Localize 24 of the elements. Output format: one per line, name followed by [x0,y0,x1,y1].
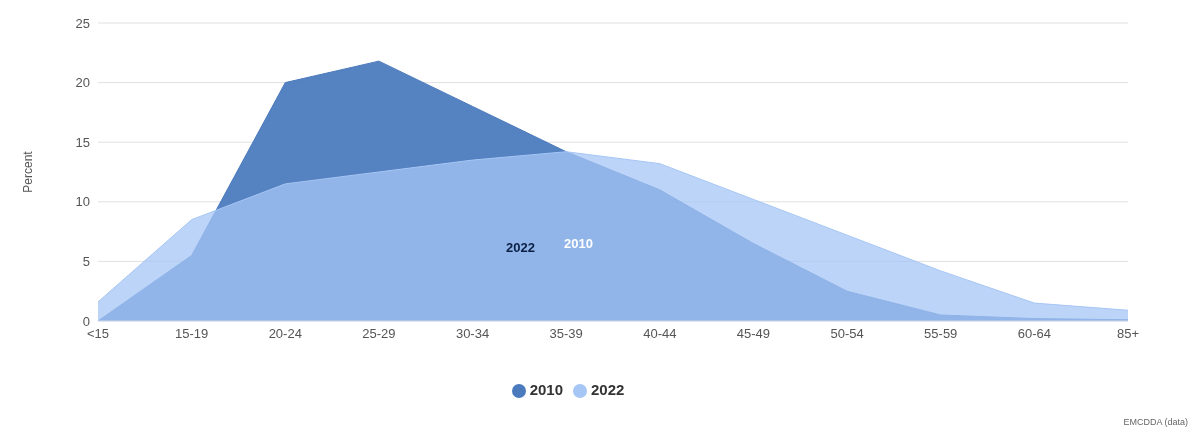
x-tick-label: 20-24 [268,326,302,342]
x-tick-label: 50-54 [830,326,864,342]
x-tick-label: <15 [86,326,110,342]
x-tick-label: 45-49 [736,326,771,342]
y-axis-title: Percent [21,150,36,193]
x-tick-label: 55-59 [924,326,958,342]
x-tick-label: 35-39 [549,326,583,342]
x-tick-label: 85+ [1116,326,1140,342]
text: EMCDDA (data) [1123,417,1188,427]
x-tick-label: 30-34 [455,326,490,342]
y-tick-label: 10 [75,194,90,210]
legend-label: 2022 [591,380,625,398]
y-tick-label: 15 [75,134,90,150]
legend-label: 2010 [529,380,563,398]
y-tick-label: 0 [82,313,90,329]
x-tick-label: 25-29 [362,326,396,342]
x-tick-label: 60-64 [1017,326,1051,342]
y-tick-label: 20 [75,75,90,91]
y-tick-label: 25 [75,15,90,31]
annotation: 2010 [564,236,593,251]
x-tick-label: 40-44 [643,326,677,342]
y-tick-label: 5 [82,253,90,269]
x-tick-label: 15-19 [175,326,209,342]
annotation: 2022 [506,240,535,255]
